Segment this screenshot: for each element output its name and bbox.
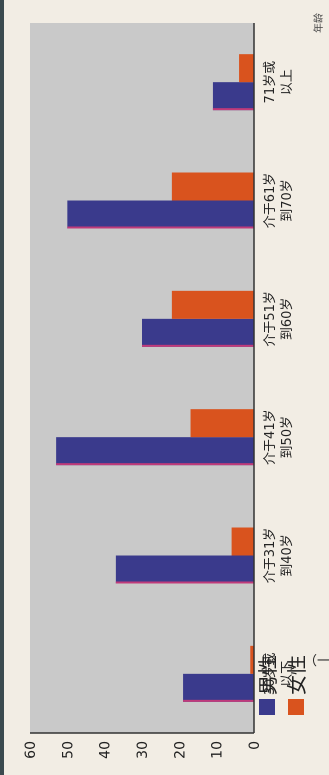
bar-male-edge-2 [56,463,255,466]
bar-male-edge-1 [115,581,254,584]
y-tick-0: 0 [247,741,263,750]
y-tick-10: 10 [210,741,226,759]
category-label-3-0: 介于51岁 [263,291,278,347]
bar-chart: 0 10 20 30 40 50 60 30岁或 以下 介于31岁 到40岁 介于41岁 到50岁 介于… [23,13,329,759]
legend-swatch-male [259,699,275,715]
legend-swatch-female [288,699,304,715]
category-label-4-0: 介于61岁 [263,173,278,229]
bar-male-edge-0 [183,699,254,702]
y-tick-20: 20 [172,741,188,759]
category-label-1-1: 到40岁 [280,534,295,577]
bar-male-0 [183,673,254,702]
plot-area [30,23,254,733]
y-tick-30: 30 [135,741,151,759]
category-label-2-1: 到50岁 [280,416,295,459]
bar-female-5 [239,54,254,83]
category-labels: 30岁或 以下 介于31岁 到40岁 介于41岁 到50岁 介于51岁 到60岁 介于61岁 到7… [263,61,295,695]
category-label-0-1: 以下 [280,661,295,687]
category-label-5-1: 以上 [280,69,295,95]
legend: 男性 女性 [256,655,309,715]
legend-label-female: 女性 [285,655,309,695]
category-label-1-0: 介于31岁 [263,528,278,584]
bar-male-3 [142,318,254,347]
y-tick-50: 50 [60,741,76,759]
bar-male-edge-4 [67,226,255,229]
category-label-2-0: 介于41岁 [263,409,278,465]
x-axis-unit-label: 年龄 [312,13,325,33]
page: 0 10 20 30 40 50 60 30岁或 以下 介于31岁 到40岁 介于41岁 到50岁 介于… [4,0,329,775]
y-tick-labels: 0 10 20 30 40 50 60 [23,741,263,759]
bar-female-4 [171,172,254,201]
bar-female-1 [231,527,255,556]
bar-male-4 [67,200,255,229]
bar-male-edge-3 [142,344,254,347]
bar-male-edge-5 [212,108,254,111]
bar-male-5 [212,82,254,111]
bar-male-2 [56,437,255,466]
bar-female-3 [171,290,254,319]
bars-layer [56,54,255,702]
chart-rotated-block: 0 10 20 30 40 50 60 30岁或 以下 介于31岁 到40岁 介于41岁 到50岁 介于… [4,0,329,775]
category-label-5-0: 71岁或 [263,61,278,104]
y-tick-60: 60 [23,741,39,759]
y-tick-40: 40 [98,741,114,759]
bar-female-2 [190,409,255,438]
bar-female-0 [250,645,254,674]
bar-male-1 [115,555,254,584]
category-label-3-1: 到60岁 [280,298,295,341]
category-label-0-0: 30岁或 [263,653,278,696]
y-axis-label: （一般未人数） [304,653,329,669]
category-label-4-1: 到70岁 [280,179,295,222]
legend-label-male: 男性 [256,655,280,695]
